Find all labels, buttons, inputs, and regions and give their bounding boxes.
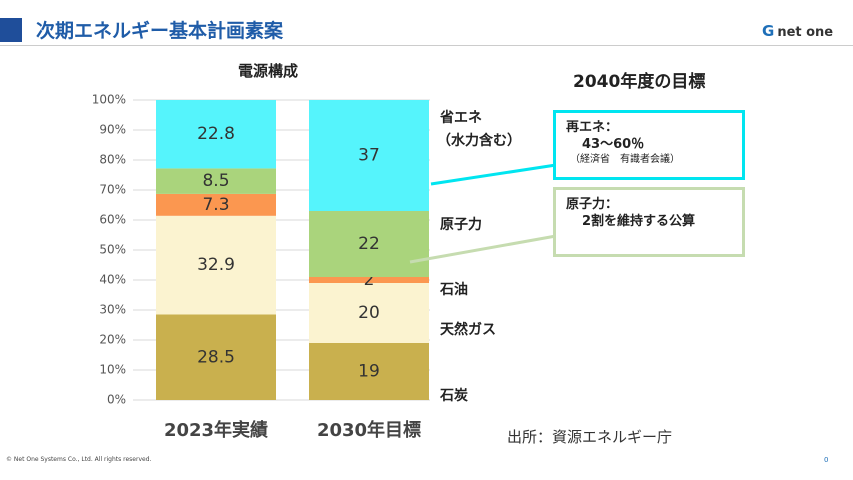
data-label: 20 (358, 303, 380, 323)
series-label: 原子力 (440, 216, 482, 233)
data-label: 32.9 (197, 255, 235, 275)
bar-segment (309, 343, 429, 400)
x-category-label: 2030年目標 (317, 419, 421, 441)
y-tick-label: 70% (99, 183, 126, 197)
page-number: 0 (824, 456, 829, 464)
logo-icon: G (762, 22, 775, 40)
data-label: 19 (358, 362, 380, 382)
data-label: 22 (358, 234, 380, 254)
y-tick-label: 40% (99, 273, 126, 287)
bar-segment (156, 168, 276, 194)
bar-segment (156, 215, 276, 315)
target-title: 2040年度の目標 (573, 72, 706, 92)
callout-renewable-note: （経済省 有識者会議） (570, 154, 680, 165)
series-label: 省エネ (439, 109, 482, 126)
data-label: 37 (358, 146, 380, 166)
logo-text: net one (777, 25, 834, 40)
callout-renewable-heading: 再エネ： (566, 120, 619, 135)
bar-segment (309, 100, 429, 211)
data-label: 2 (364, 270, 375, 290)
title-accent-bar (0, 18, 22, 42)
series-label: 石油 (439, 281, 468, 298)
callout-renewable: 再エネ： 43～60％ （経済省 有識者会議） (553, 110, 745, 180)
callout-nuclear: 原子力： 2割を維持する公算 (553, 187, 745, 257)
bar-segment (309, 277, 429, 283)
callout-renewable-range: 43～60％ (582, 137, 645, 152)
y-tick-label: 10% (99, 363, 126, 377)
y-tick-label: 100% (92, 93, 126, 107)
y-tick-label: 0% (107, 393, 126, 407)
bar-segment (309, 211, 429, 277)
y-tick-label: 90% (99, 123, 126, 137)
series-label: （水力含む） (437, 132, 521, 149)
x-category-label: 2023年実績 (164, 419, 268, 441)
title-divider (0, 45, 853, 46)
bar-segment (156, 100, 276, 169)
data-label: 22.8 (197, 124, 235, 144)
callout-renewable-connector (430, 163, 557, 186)
chart-title: 電源構成 (238, 62, 299, 80)
slide-title: 次期エネルギー基本計画素案 (36, 20, 284, 42)
series-label: 石炭 (439, 387, 468, 404)
copyright: © Net One Systems Co., Ltd. All rights r… (6, 456, 152, 463)
source-note: 出所：資源エネルギー庁 (507, 428, 673, 446)
y-tick-label: 20% (99, 333, 126, 347)
callout-nuclear-connector (409, 234, 557, 264)
data-label: 7.3 (202, 195, 229, 215)
y-tick-label: 80% (99, 153, 126, 167)
bar-segment (309, 283, 429, 343)
y-tick-label: 60% (99, 213, 126, 227)
data-label: 8.5 (202, 171, 229, 191)
bar-segment (156, 314, 276, 400)
y-tick-label: 50% (99, 243, 126, 257)
data-label: 28.5 (197, 347, 235, 367)
callout-nuclear-heading: 原子力： (566, 197, 619, 212)
y-tick-label: 30% (99, 303, 126, 317)
series-label: 天然ガス (440, 321, 496, 338)
callout-nuclear-text: 2割を維持する公算 (582, 214, 696, 229)
bar-segment (156, 193, 276, 216)
